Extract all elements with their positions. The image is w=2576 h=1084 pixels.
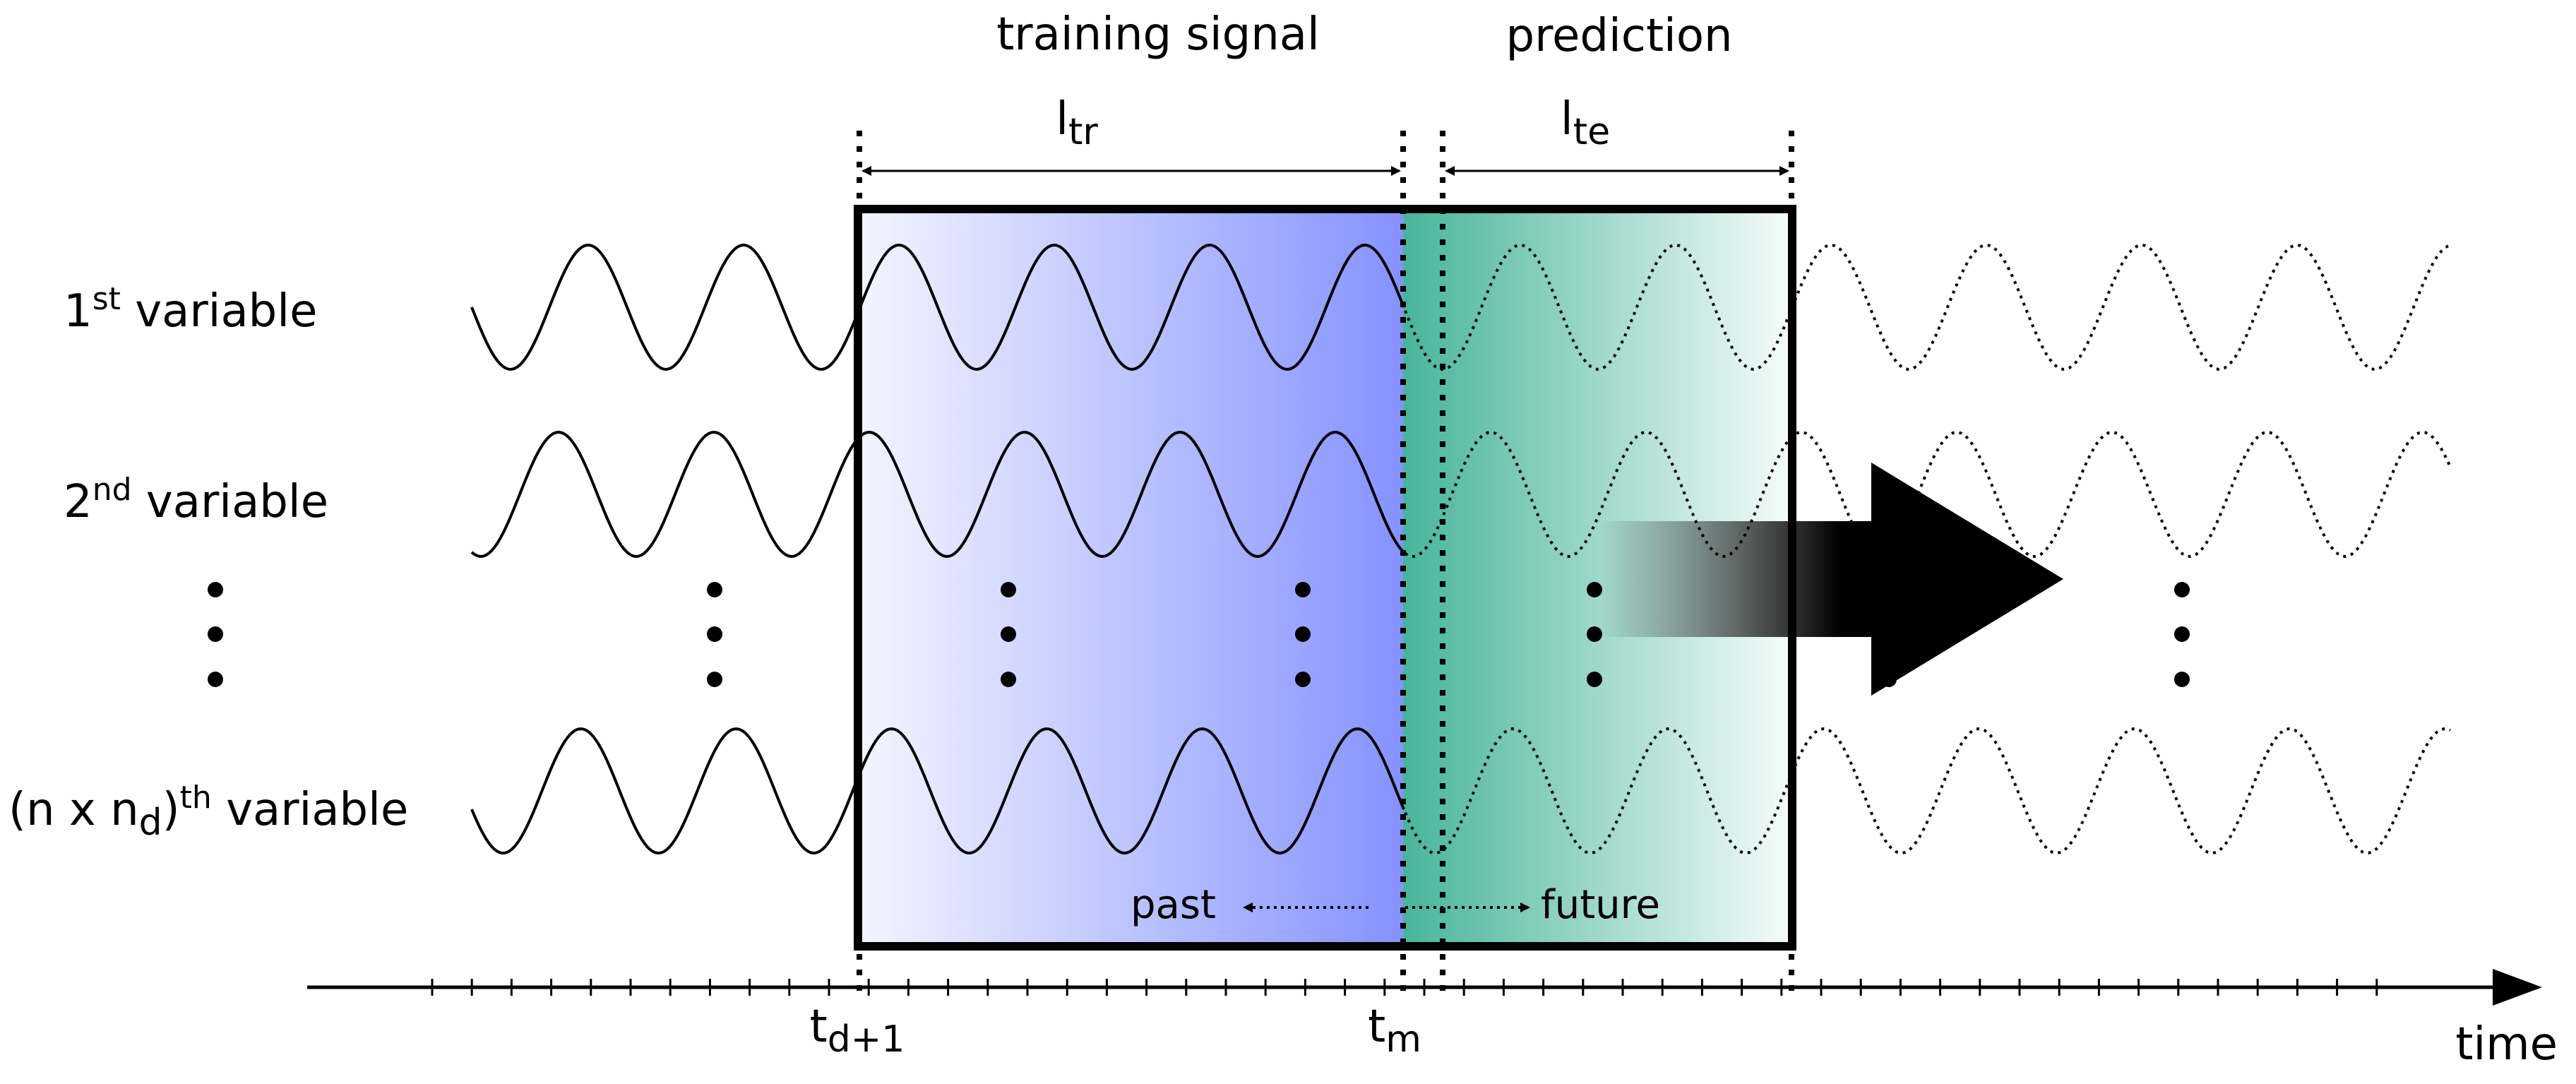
variable-label-1: 1st variable — [64, 281, 317, 338]
ellipsis-dot — [1001, 626, 1016, 642]
ellipsis-dot — [1587, 582, 1602, 597]
future-label: future — [1541, 882, 1660, 928]
signal-wave-observed — [470, 430, 1405, 559]
variable-label-2: 2nd variable — [64, 472, 328, 528]
ellipsis-dot — [707, 582, 722, 597]
ellipsis-dot — [1587, 672, 1602, 687]
ellipsis-dot — [1001, 582, 1016, 597]
time-axis-arrowhead — [2493, 969, 2542, 1006]
ellipsis-dot — [208, 626, 223, 642]
forward-arrow-icon — [1599, 463, 2063, 696]
ellipsis-dot — [1587, 626, 1602, 642]
prediction-label: prediction — [1505, 10, 1732, 62]
ellipsis-dot — [1295, 582, 1311, 597]
ellipsis-dot — [1001, 672, 1016, 687]
past-label: past — [1131, 882, 1216, 928]
ellipsis-dot — [707, 672, 722, 687]
ellipsis-dot — [1881, 672, 1897, 687]
signal-wave-observed — [470, 243, 1405, 371]
variable-label-n: (n x nd)th variable — [8, 780, 408, 844]
ellipsis-dot — [208, 672, 223, 687]
ellipsis-dot — [1881, 582, 1897, 597]
ellipsis-dot — [707, 626, 722, 642]
ellipsis-dots — [208, 582, 2190, 687]
signal-wave-predicted — [1404, 430, 2452, 559]
axis-ticks — [431, 979, 2378, 996]
ellipsis-dot — [2174, 672, 2190, 687]
window-frame — [854, 205, 1796, 951]
tick-label-t-d1: td+1 — [810, 1001, 905, 1061]
training-length-label: ltr — [1056, 93, 1098, 153]
ellipsis-dot — [2174, 582, 2190, 597]
signal-waves — [470, 243, 2452, 855]
tick-label-t-m: tm — [1368, 1001, 1421, 1061]
training-signal-label: training signal — [996, 8, 1320, 61]
ellipsis-dot — [1881, 626, 1897, 642]
ellipsis-dot — [2174, 626, 2190, 642]
signal-wave-predicted — [1404, 727, 2451, 854]
boundary-lines — [857, 131, 1794, 996]
time-axis-label: time — [2455, 1018, 2558, 1071]
ellipsis-dot — [1295, 672, 1311, 687]
prediction-length-label: lte — [1561, 93, 1610, 153]
ellipsis-dot — [208, 582, 223, 597]
signal-wave-observed — [470, 727, 1405, 855]
ellipsis-dot — [1295, 626, 1311, 642]
